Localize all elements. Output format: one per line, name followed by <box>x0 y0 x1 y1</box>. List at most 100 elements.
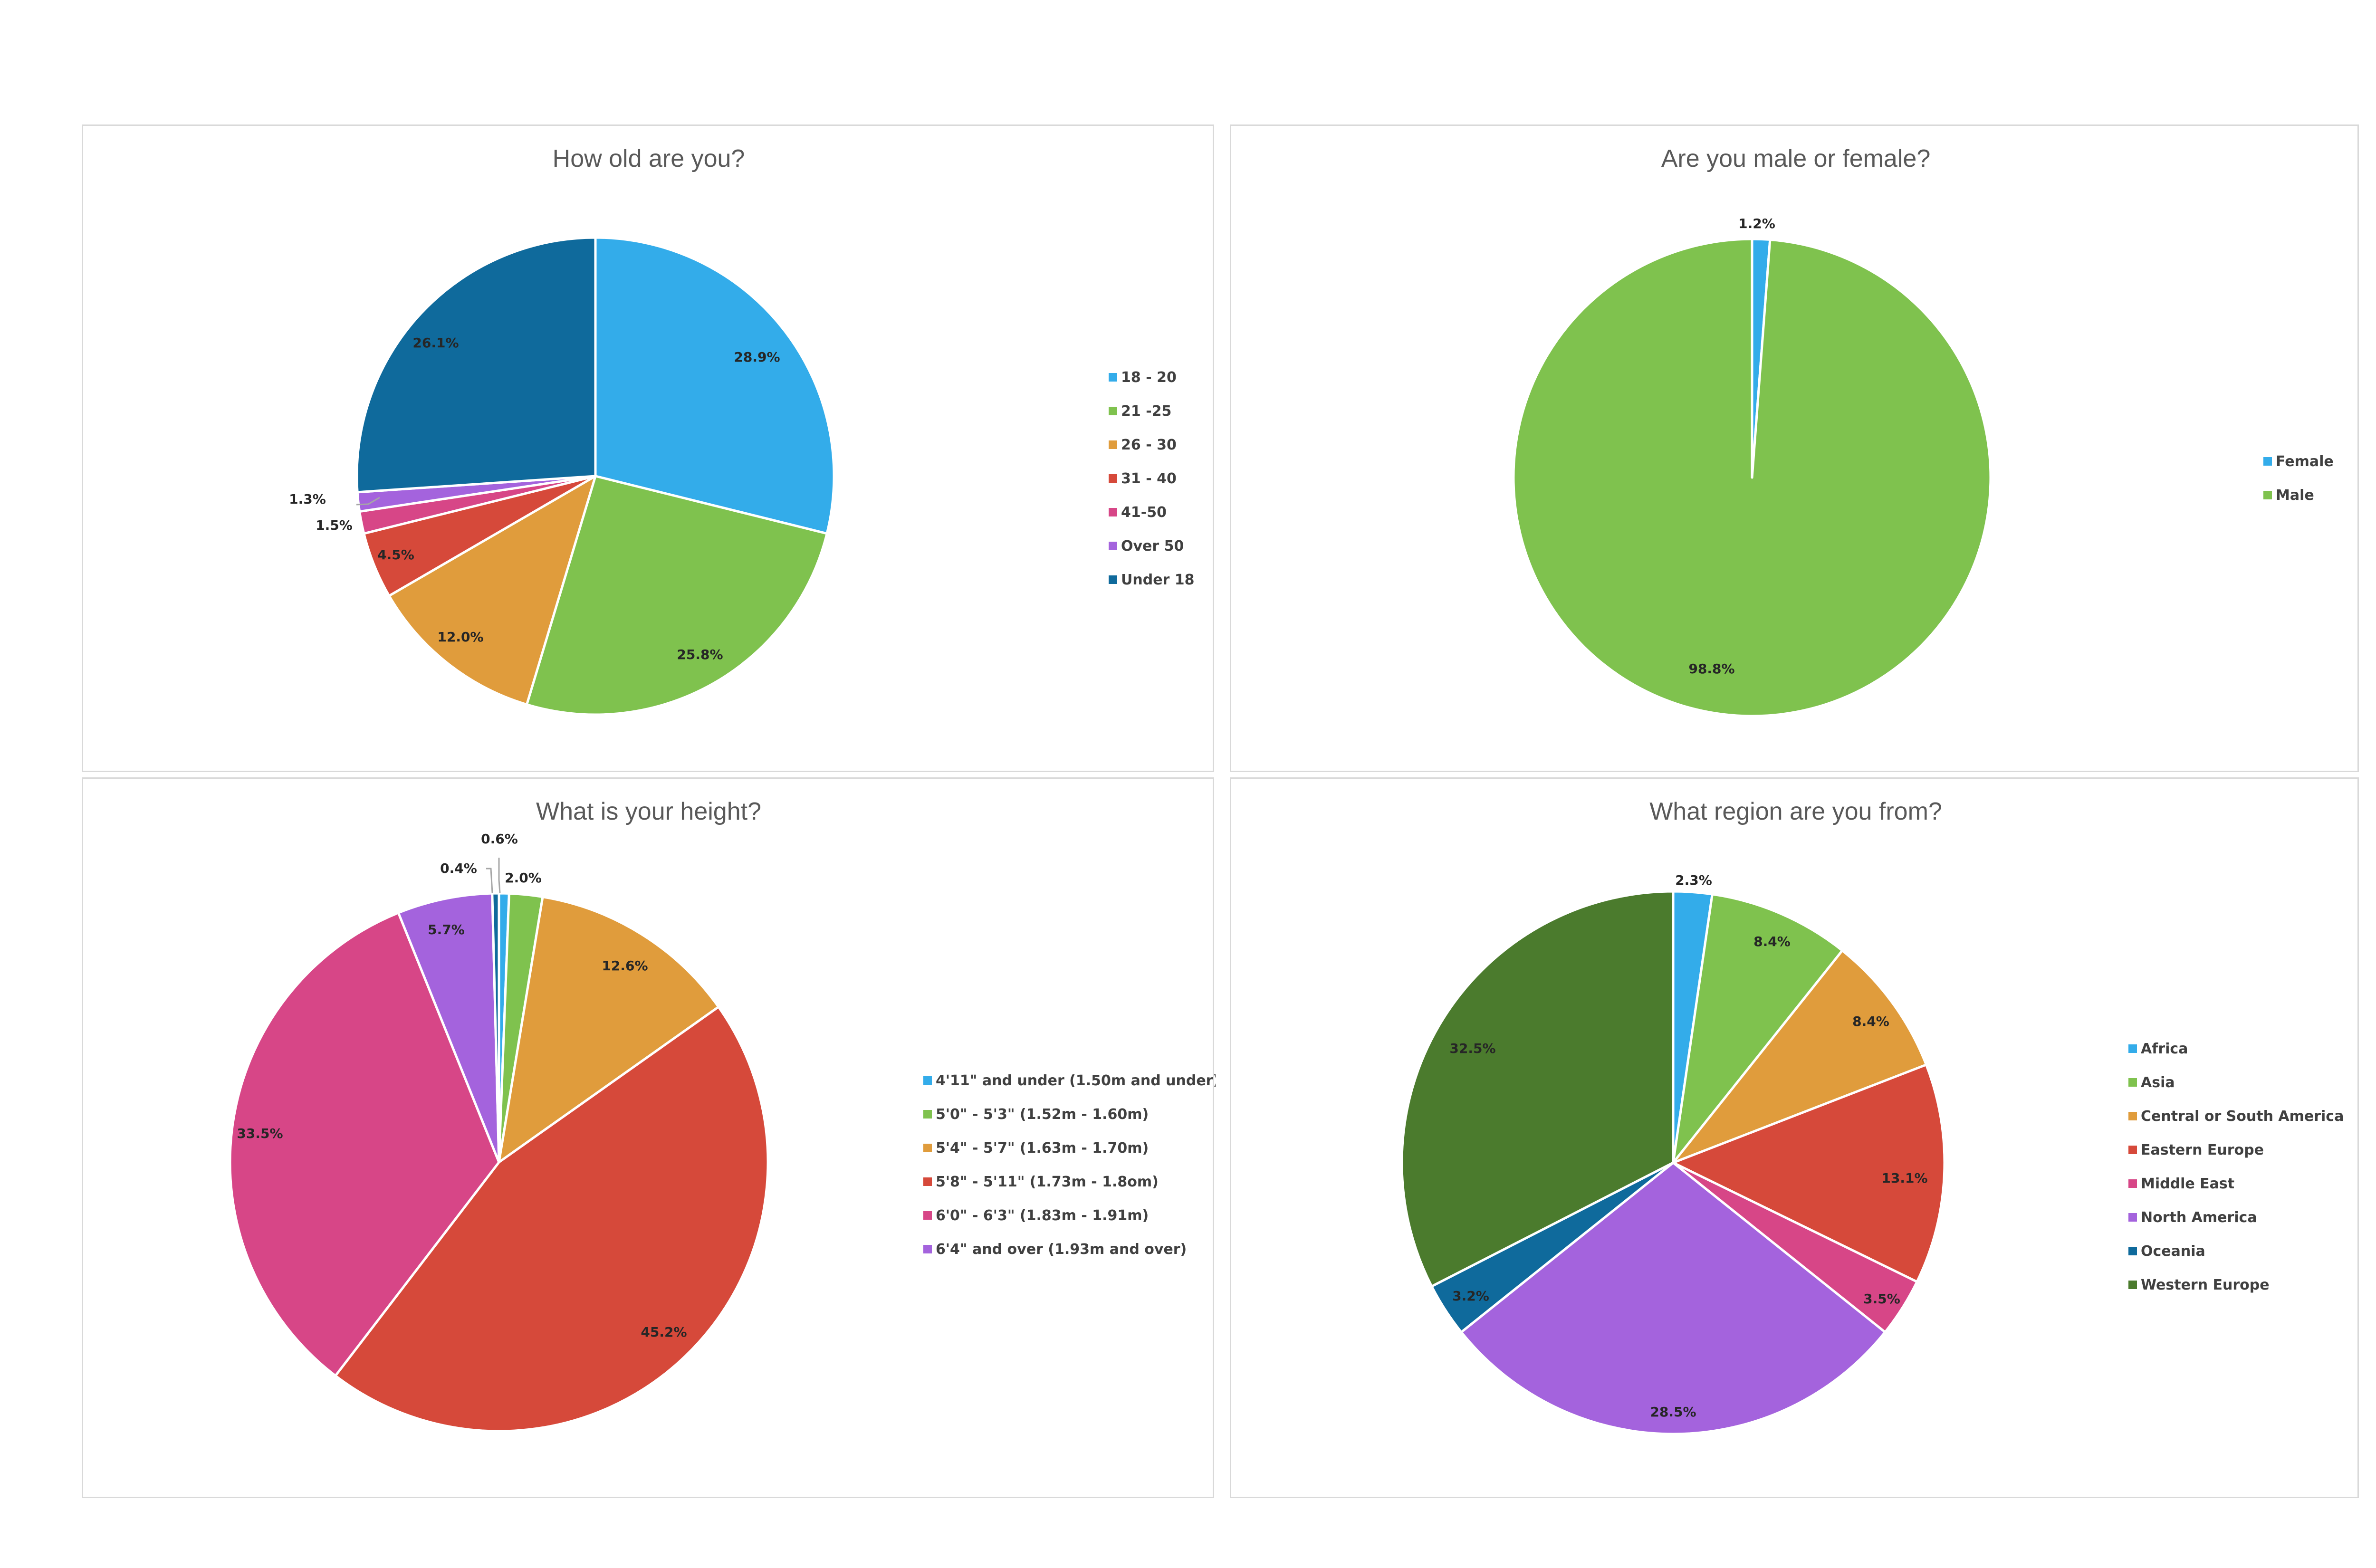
legend-label: Asia <box>2141 1074 2175 1091</box>
legend-item[interactable]: Male <box>2263 487 2314 504</box>
pie-slice[interactable] <box>526 475 828 716</box>
legend-swatch <box>2128 1044 2137 1053</box>
slice-label: 8.4% <box>1852 1013 1889 1029</box>
slice-label: 0.6% <box>481 831 518 847</box>
legend-swatch <box>1109 407 1117 415</box>
chart-title: Are you male or female? <box>1661 145 1931 172</box>
slice-label: 12.0% <box>437 629 483 645</box>
legend-swatch <box>923 1076 932 1085</box>
legend-swatch <box>1109 440 1117 449</box>
legend-item[interactable]: Eastern Europe <box>2128 1142 2264 1158</box>
slice-label: 25.8% <box>677 647 723 662</box>
pie-slice[interactable] <box>594 236 835 535</box>
legend-label: 26 - 30 <box>1121 437 1177 453</box>
legend-item[interactable]: 31 - 40 <box>1109 470 1177 487</box>
legend-swatch <box>923 1110 932 1119</box>
legend-label: 4'11" and under (1.50m and under) <box>936 1072 1216 1089</box>
legend-label: Western Europe <box>2141 1277 2270 1293</box>
legend-label: Female <box>2276 453 2334 470</box>
pie-slice[interactable] <box>1672 1063 1946 1283</box>
pie-slice[interactable] <box>1460 1161 1887 1435</box>
legend-item[interactable]: 4'11" and under (1.50m and under) <box>923 1072 1216 1089</box>
legend-item[interactable]: 5'8" - 5'11" (1.73m - 1.8om) <box>923 1174 1159 1190</box>
legend-item[interactable]: 6'0" - 6'3" (1.83m - 1.91m) <box>923 1207 1149 1224</box>
legend-item[interactable]: 18 - 20 <box>1109 369 1177 386</box>
legend-item[interactable]: Africa <box>2128 1041 2188 1057</box>
slice-label: 5.7% <box>428 922 465 937</box>
legend-label: Male <box>2276 487 2314 504</box>
legend-item[interactable]: 21 -25 <box>1109 403 1171 420</box>
slice-label: 98.8% <box>1688 661 1734 677</box>
slice-label: 45.2% <box>641 1324 687 1340</box>
legend-swatch <box>2263 457 2272 466</box>
legend-swatch <box>2128 1078 2137 1087</box>
legend-swatch <box>923 1144 932 1152</box>
height-pie-chart: What is your height? 0.6% 2.0% 12.6% 45.… <box>229 798 1216 1433</box>
pie-slice[interactable] <box>1512 238 1992 717</box>
legend-label: 41-50 <box>1121 504 1167 521</box>
legend-swatch <box>1109 508 1117 516</box>
legend-label: North America <box>2141 1209 2257 1226</box>
legend-item[interactable]: Asia <box>2128 1074 2175 1091</box>
slice-label: 28.5% <box>1650 1404 1696 1420</box>
slice-label: 2.0% <box>505 870 542 886</box>
legend-label: 31 - 40 <box>1121 470 1177 487</box>
legend-label: 6'0" - 6'3" (1.83m - 1.91m) <box>936 1207 1149 1224</box>
legend-item[interactable]: Western Europe <box>2128 1277 2270 1293</box>
legend-swatch <box>2128 1247 2137 1255</box>
legend-swatch <box>2128 1213 2137 1222</box>
pie-slice[interactable] <box>1672 949 1927 1164</box>
slice-label: 33.5% <box>237 1126 283 1141</box>
legend-label: Eastern Europe <box>2141 1142 2264 1158</box>
pie-slice[interactable] <box>334 1005 769 1433</box>
legend-item[interactable]: Under 18 <box>1109 572 1195 588</box>
legend-label: 5'8" - 5'11" (1.73m - 1.8om) <box>936 1174 1159 1190</box>
region-pie-chart: What region are you from? 2.3% 8.4% 8.4%… <box>1400 798 2344 1435</box>
pie-slice[interactable] <box>397 892 500 1164</box>
gender-pie-chart: Are you male or female? 1.2% 98.8% Femal… <box>1512 145 2334 717</box>
legend-label: 5'4" - 5'7" (1.63m - 1.70m) <box>936 1140 1149 1157</box>
legend-item[interactable]: 41-50 <box>1109 504 1167 521</box>
legend-label: 21 -25 <box>1121 403 1171 420</box>
legend-item[interactable]: Central or South America <box>2128 1108 2344 1125</box>
legend-swatch <box>1109 542 1117 550</box>
legend-swatch <box>923 1245 932 1253</box>
legend-item[interactable]: 6'4" and over (1.93m and over) <box>923 1241 1187 1258</box>
legend-swatch <box>2128 1281 2137 1289</box>
legend-label: Oceania <box>2141 1243 2205 1260</box>
slice-label: 2.3% <box>1675 872 1712 888</box>
legend-item[interactable]: Female <box>2263 453 2334 470</box>
pie-slice[interactable] <box>491 892 500 1164</box>
slice-label: 4.5% <box>377 547 414 563</box>
pie-slice[interactable] <box>1672 893 1844 1164</box>
slice-label: 12.6% <box>602 958 648 974</box>
leader-line <box>498 858 501 893</box>
pie-slice[interactable] <box>388 475 597 706</box>
legend-swatch <box>1109 474 1117 483</box>
pie-slice[interactable] <box>229 911 500 1377</box>
pie-slice[interactable] <box>498 896 720 1164</box>
slice-label: 13.1% <box>1881 1170 1927 1186</box>
slice-label: 8.4% <box>1753 934 1791 949</box>
legend-swatch <box>2128 1146 2137 1154</box>
age-pie-chart: How old are you? 28.9% 25.8% 12.0% 4.5% … <box>289 145 1195 716</box>
chart-panel-region: What region are you from? 2.3% 8.4% 8.4%… <box>1230 777 2359 1498</box>
slice-label: 1.2% <box>1738 216 1775 231</box>
legend-item[interactable]: Oceania <box>2128 1243 2205 1260</box>
legend-label: Africa <box>2141 1041 2188 1057</box>
leader-line <box>486 868 493 893</box>
slice-label: 1.3% <box>289 491 326 507</box>
pie-slice[interactable] <box>1400 890 1675 1288</box>
legend-item[interactable]: 5'0" - 5'3" (1.52m - 1.60m) <box>923 1106 1149 1123</box>
pie-slice[interactable] <box>355 236 597 494</box>
legend-item[interactable]: 5'4" - 5'7" (1.63m - 1.70m) <box>923 1140 1149 1157</box>
slice-label: 3.5% <box>1863 1291 1900 1307</box>
legend-item[interactable]: North America <box>2128 1209 2257 1226</box>
legend-item[interactable]: 26 - 30 <box>1109 437 1177 453</box>
legend-item[interactable]: Middle East <box>2128 1176 2234 1192</box>
legend-label: Middle East <box>2141 1176 2234 1192</box>
slice-label: 3.2% <box>1452 1288 1489 1304</box>
legend-item[interactable]: Over 50 <box>1109 538 1184 555</box>
chart-title: What is your height? <box>536 798 761 825</box>
slice-label: 26.1% <box>412 335 459 351</box>
